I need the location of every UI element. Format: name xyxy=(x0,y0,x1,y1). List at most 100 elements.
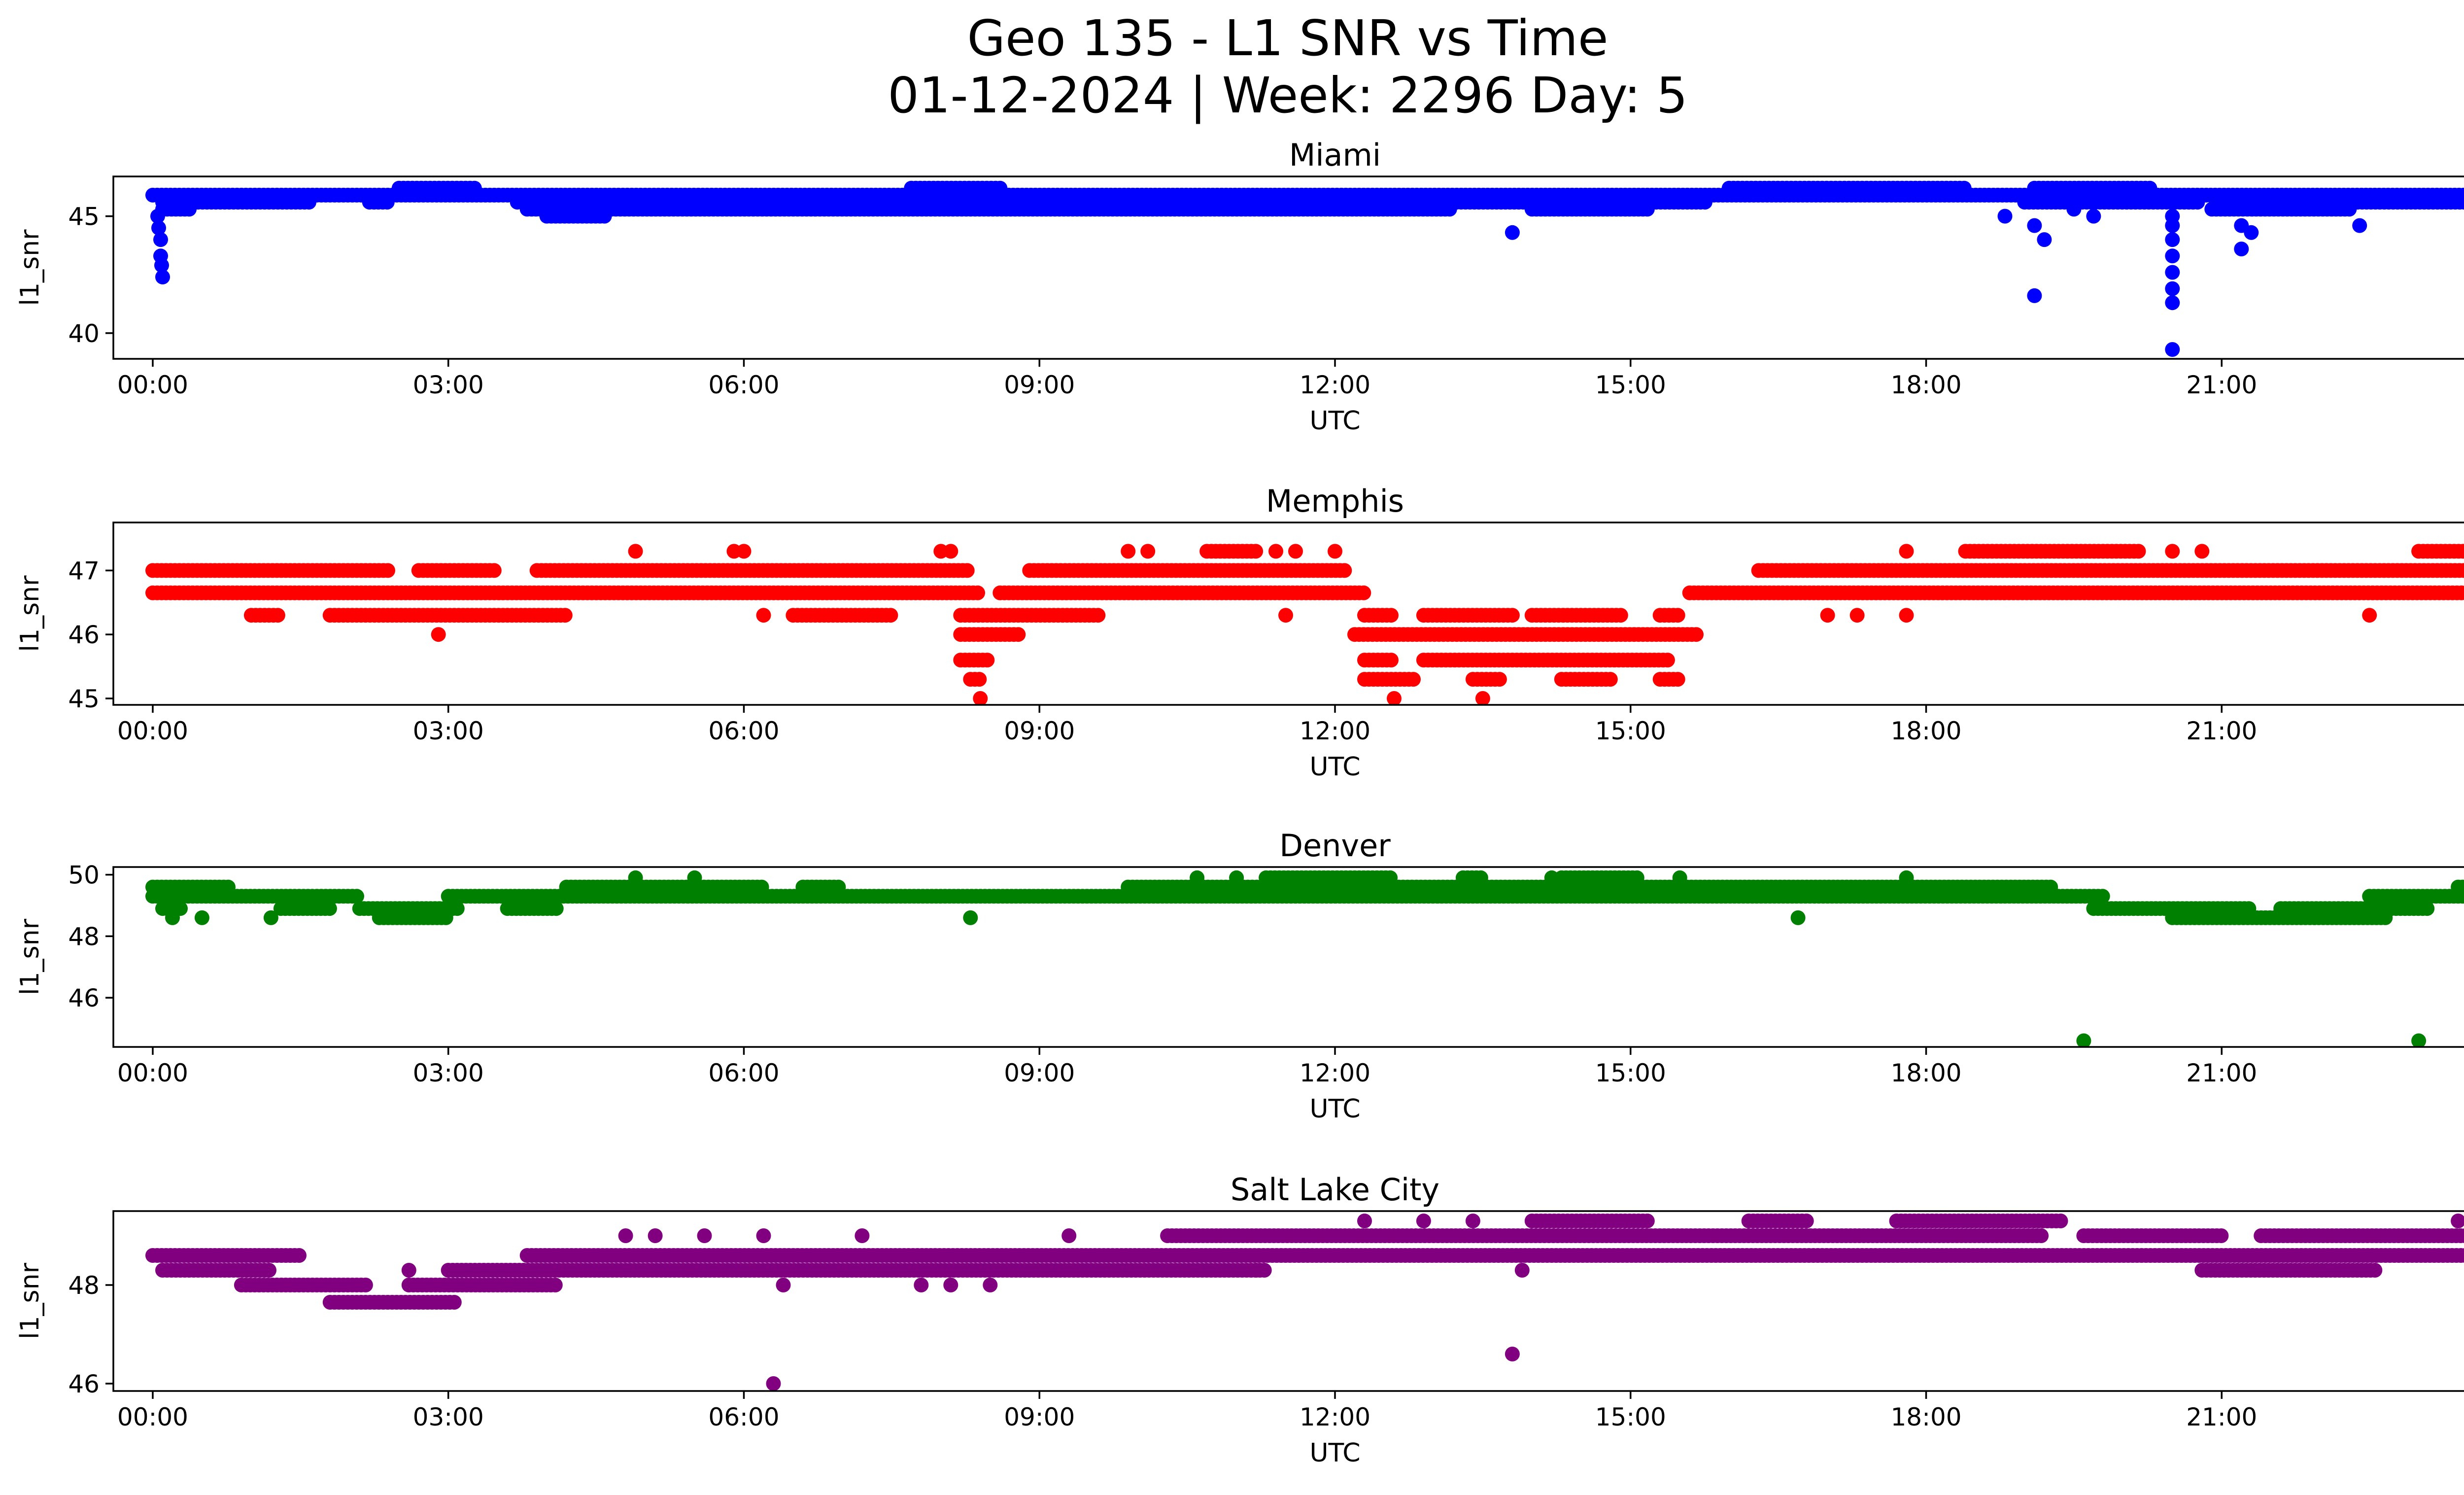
data-point xyxy=(980,653,995,668)
data-point xyxy=(2142,180,2157,196)
data-point xyxy=(150,209,165,224)
data-point xyxy=(2451,1214,2464,1228)
data-point xyxy=(736,544,752,559)
data-point xyxy=(2165,342,2180,357)
data-point xyxy=(2165,232,2180,247)
data-point xyxy=(1899,544,1914,559)
data-point xyxy=(2165,544,2180,559)
data-point xyxy=(2234,242,2249,257)
point-band xyxy=(539,209,612,224)
data-point xyxy=(1492,672,1507,687)
data-point xyxy=(618,1228,633,1243)
data-point xyxy=(914,1278,929,1292)
x-tick-label: 21:00 xyxy=(2186,717,2257,745)
data-point xyxy=(349,889,364,904)
data-point xyxy=(959,563,975,578)
subplot-title: Miami xyxy=(1289,137,1381,173)
data-point xyxy=(2462,1251,2464,1260)
figure-title-line1: Geo 135 - L1 SNR vs Time xyxy=(967,9,1608,67)
point-band xyxy=(953,653,1675,668)
x-tick-label: 15:00 xyxy=(1595,1059,1666,1087)
data-point xyxy=(1357,1214,1372,1228)
data-point xyxy=(756,1228,771,1243)
x-tick-label: 00:00 xyxy=(117,1059,188,1087)
data-point xyxy=(1820,608,1835,623)
y-axis: 46 48 50 xyxy=(68,861,113,1012)
y-tick-label: 47 xyxy=(68,556,100,585)
point-band xyxy=(145,1248,2464,1263)
data-point xyxy=(486,563,502,578)
y-tick-label: 50 xyxy=(68,861,100,890)
data-point xyxy=(1406,672,1421,687)
point-band xyxy=(155,1263,2383,1278)
data-point xyxy=(302,195,316,210)
data-point xyxy=(2165,265,2180,280)
data-point xyxy=(1899,608,1914,623)
data-point xyxy=(2190,195,2205,210)
data-point xyxy=(165,910,180,925)
data-point xyxy=(2463,589,2464,597)
x-tick-label: 03:00 xyxy=(413,371,484,399)
point-band xyxy=(963,672,1685,687)
data-point xyxy=(1121,544,1136,559)
data-point xyxy=(1613,608,1628,623)
subplot-panels: 00:00 03:00 06:00 09:00 12:00 15:00 18:00 21:00… xyxy=(15,137,2464,1468)
data-point xyxy=(687,870,702,885)
data-point xyxy=(2460,545,2464,558)
x-tick-label: 18:00 xyxy=(1890,717,1961,745)
data-point xyxy=(2066,202,2082,217)
data-point xyxy=(2460,889,2464,903)
y-axis-label: l1_snr xyxy=(15,229,45,306)
x-axis-label: UTC xyxy=(1309,1094,1360,1124)
data-point xyxy=(1011,627,1026,642)
x-axis: 00:00 03:00 06:00 09:00 12:00 15:00 18:00 21:00… xyxy=(117,359,2257,399)
data-point xyxy=(1603,672,1618,687)
data-point xyxy=(973,691,988,705)
x-tick-label: 03:00 xyxy=(413,717,484,745)
point-band xyxy=(155,202,2357,217)
data-point xyxy=(155,270,170,284)
data-point xyxy=(628,544,643,559)
data-point xyxy=(1091,608,1106,623)
subplot-4: 00:00 03:00 06:00 09:00 12:00 15:00 18:00 21:00… xyxy=(15,1172,2464,1468)
scatter-points xyxy=(145,180,2464,357)
x-tick-label: 18:00 xyxy=(1890,371,1961,399)
y-tick-label: 48 xyxy=(68,922,100,951)
data-point xyxy=(1249,1263,1264,1278)
point-band xyxy=(322,1295,462,1310)
data-point xyxy=(2362,608,2377,623)
subplot-title: Memphis xyxy=(1266,483,1404,519)
data-point xyxy=(438,910,453,925)
data-point xyxy=(1387,691,1402,705)
data-point xyxy=(379,195,395,210)
data-point xyxy=(983,1278,998,1292)
data-point xyxy=(883,608,898,623)
subplot-1: 00:00 03:00 06:00 09:00 12:00 15:00 18:00 21:00… xyxy=(15,137,2464,436)
data-point xyxy=(1383,870,1398,885)
data-point xyxy=(1505,225,1520,240)
data-point xyxy=(1337,563,1352,578)
y-tick-label: 46 xyxy=(68,984,100,1012)
data-point xyxy=(943,544,958,559)
data-point xyxy=(2378,910,2393,925)
x-tick-label: 09:00 xyxy=(1004,371,1075,399)
data-point xyxy=(263,910,278,925)
x-tick-label: 03:00 xyxy=(413,1059,484,1087)
data-point xyxy=(154,258,169,273)
data-point xyxy=(1849,608,1865,623)
data-point xyxy=(1899,870,1914,885)
data-point xyxy=(1248,544,1264,559)
x-tick-label: 18:00 xyxy=(1890,1059,1961,1087)
data-point xyxy=(2352,218,2367,233)
data-point xyxy=(1229,870,1244,885)
data-point xyxy=(2411,1033,2427,1047)
data-point xyxy=(1997,209,2013,224)
data-point xyxy=(446,1295,462,1310)
data-point xyxy=(1190,870,1205,885)
x-tick-label: 15:00 xyxy=(1595,717,1666,745)
x-tick-label: 21:00 xyxy=(2186,1059,2257,1087)
data-point xyxy=(2214,1228,2229,1243)
